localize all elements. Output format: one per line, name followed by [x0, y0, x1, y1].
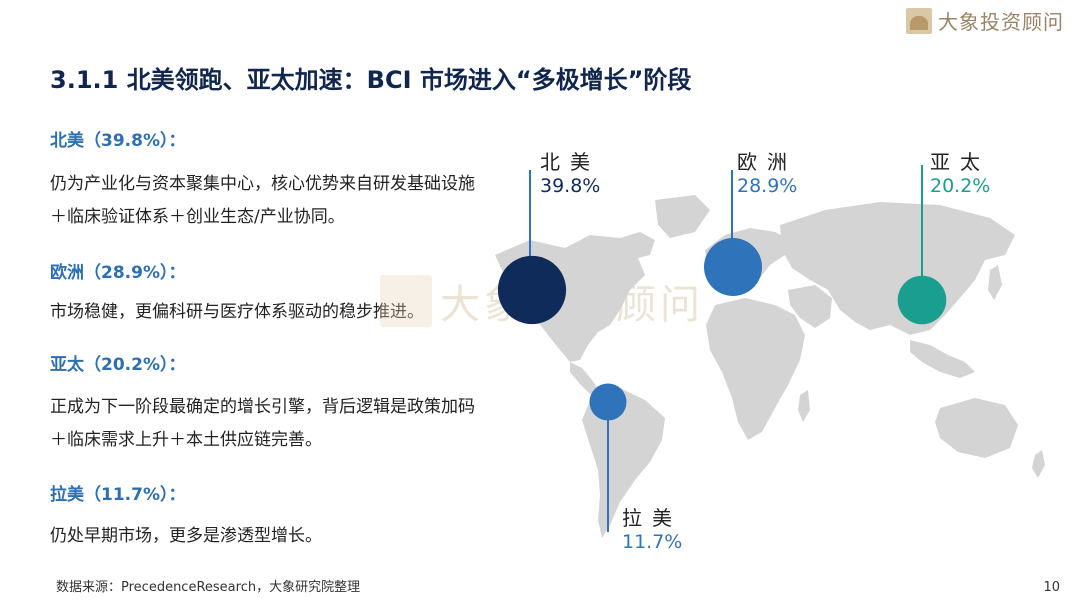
- bubble-latin-america: [589, 383, 627, 421]
- data-source: 数据来源：PrecedenceResearch，大象研究院整理: [56, 580, 361, 595]
- region-desc-asia-pacific: 正成为下一阶段最确定的增长引擎，背后逻辑是政策加码＋临床需求上升＋本土供应链完善…: [50, 397, 475, 450]
- callout-name: 亚太: [930, 150, 990, 174]
- callout-name: 欧洲: [737, 150, 797, 174]
- map-south-america: [582, 388, 665, 538]
- map-asia: [780, 202, 1015, 335]
- map-australia: [935, 398, 1018, 458]
- callout-pct: 28.9%: [737, 175, 798, 197]
- callout-asia-pacific: 亚太 20.2%: [930, 146, 990, 197]
- map-southeast-asia: [910, 340, 975, 378]
- brand-name: 大象投资顾问: [938, 10, 1064, 34]
- bubble-north-america: [497, 255, 567, 325]
- region-heading-latin-america: 拉美（11.7%）：: [50, 485, 186, 505]
- elephant-logo-icon: [906, 7, 932, 34]
- map-africa: [706, 298, 805, 440]
- page-number: 10: [1043, 580, 1060, 595]
- watermark-elephant-icon: [380, 275, 432, 327]
- callout-pct: 20.2%: [930, 175, 991, 197]
- region-desc-north-america: 仍为产业化与资本聚集中心，核心优势来自研发基础设施＋临床验证体系＋创业生态/产业…: [50, 174, 475, 227]
- region-heading-north-america: 北美（39.8%）：: [50, 131, 186, 151]
- map-greenland: [655, 195, 710, 238]
- bubble-asia-pacific: [897, 275, 947, 325]
- callout-north-america: 北美 39.8%: [540, 146, 600, 197]
- map-middle-east: [788, 285, 832, 328]
- bubble-europe: [704, 238, 762, 296]
- brand-logo: 大象投资顾问: [906, 6, 1064, 35]
- callout-name: 北美: [540, 150, 600, 174]
- region-desc-europe: 市场稳健，更偏科研与医疗体系驱动的稳步推进。: [50, 302, 424, 322]
- region-desc-latin-america: 仍处早期市场，更多是渗透型增长。: [50, 526, 322, 546]
- callout-europe: 欧洲 28.9%: [737, 146, 797, 197]
- map-new-zealand: [1032, 450, 1045, 478]
- map-central-america: [570, 362, 600, 396]
- map-madagascar: [798, 390, 810, 422]
- callout-name: 拉美: [622, 506, 682, 530]
- page-title: 3.1.1 北美领跑、亚太加速：BCI 市场进入“多极增长”阶段: [50, 66, 692, 94]
- region-heading-europe: 欧洲（28.9%）：: [50, 263, 186, 283]
- callout-pct: 11.7%: [622, 531, 683, 553]
- callout-latin-america: 拉美 11.7%: [622, 502, 682, 553]
- world-map: [495, 165, 1045, 538]
- callout-pct: 39.8%: [540, 175, 601, 197]
- region-heading-asia-pacific: 亚太（20.2%）：: [50, 355, 186, 375]
- map-japan: [988, 265, 1002, 300]
